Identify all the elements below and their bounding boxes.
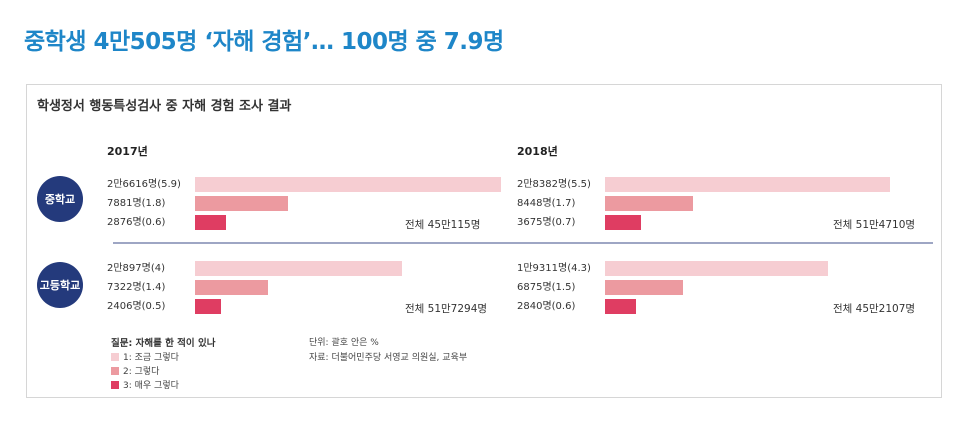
- bar: [195, 177, 501, 192]
- value-label: 7881명(1.8): [107, 198, 166, 209]
- value-label: 6875명(1.5): [517, 282, 576, 293]
- legend-question: 질문: 자해를 한 적이 있나: [111, 338, 216, 349]
- bar: [605, 299, 636, 314]
- legend-item: 3: 매우 그렇다: [111, 378, 179, 391]
- legend-label: 3: 매우 그렇다: [123, 381, 179, 391]
- group-badge-high-school: 고등학교: [37, 262, 83, 308]
- value-label: 2406명(0.5): [107, 301, 166, 312]
- bar: [605, 280, 683, 295]
- bar: [195, 196, 288, 211]
- source-note: 자료: 더불어민주당 서영교 의원실, 교육부: [309, 353, 468, 363]
- bar: [195, 280, 268, 295]
- value-label: 2만8382명(5.5): [517, 179, 591, 190]
- year-label-2017: 2017년: [107, 145, 148, 158]
- total-label: 전체 51만7294명: [405, 303, 488, 315]
- value-label: 2만897명(4): [107, 263, 166, 274]
- unit-note: 단위: 괄호 안은 %: [309, 338, 379, 348]
- total-label: 전체 45만2107명: [833, 303, 916, 315]
- bar: [605, 215, 641, 230]
- legend-label: 1: 조금 그렇다: [123, 353, 179, 363]
- legend-item: 2: 그렇다: [111, 364, 159, 377]
- value-label: 2876명(0.6): [107, 217, 166, 228]
- bar: [605, 261, 828, 276]
- chart-figure: 학생정서 행동특성검사 중 자해 경험 조사 결과 2017년 2018년 질문…: [26, 84, 942, 398]
- value-label: 8448명(1.7): [517, 198, 576, 209]
- value-label: 2840명(0.6): [517, 301, 576, 312]
- year-label-2018: 2018년: [517, 145, 558, 158]
- value-label: 7322명(1.4): [107, 282, 166, 293]
- bar: [195, 215, 226, 230]
- bar: [605, 177, 890, 192]
- legend-swatch: [111, 352, 119, 361]
- headline: 중학생 4만505명 ‘자해 경험’… 100명 중 7.9명: [24, 29, 504, 55]
- group-divider: [113, 242, 933, 244]
- total-label: 전체 51만4710명: [833, 219, 916, 231]
- bar: [605, 196, 693, 211]
- legend-label: 2: 그렇다: [123, 367, 160, 377]
- chart-title: 학생정서 행동특성검사 중 자해 경험 조사 결과: [37, 99, 292, 114]
- value-label: 1만9311명(4.3): [517, 263, 591, 274]
- legend-item: 1: 조금 그렇다: [111, 350, 179, 363]
- value-label: 3675명(0.7): [517, 217, 576, 228]
- group-badge-middle-school: 중학교: [37, 176, 83, 222]
- bar: [195, 261, 402, 276]
- value-label: 2만6616명(5.9): [107, 179, 181, 190]
- bar: [195, 299, 221, 314]
- total-label: 전체 45만115명: [405, 219, 481, 231]
- legend-swatch: [111, 380, 119, 389]
- legend-swatch: [111, 366, 119, 375]
